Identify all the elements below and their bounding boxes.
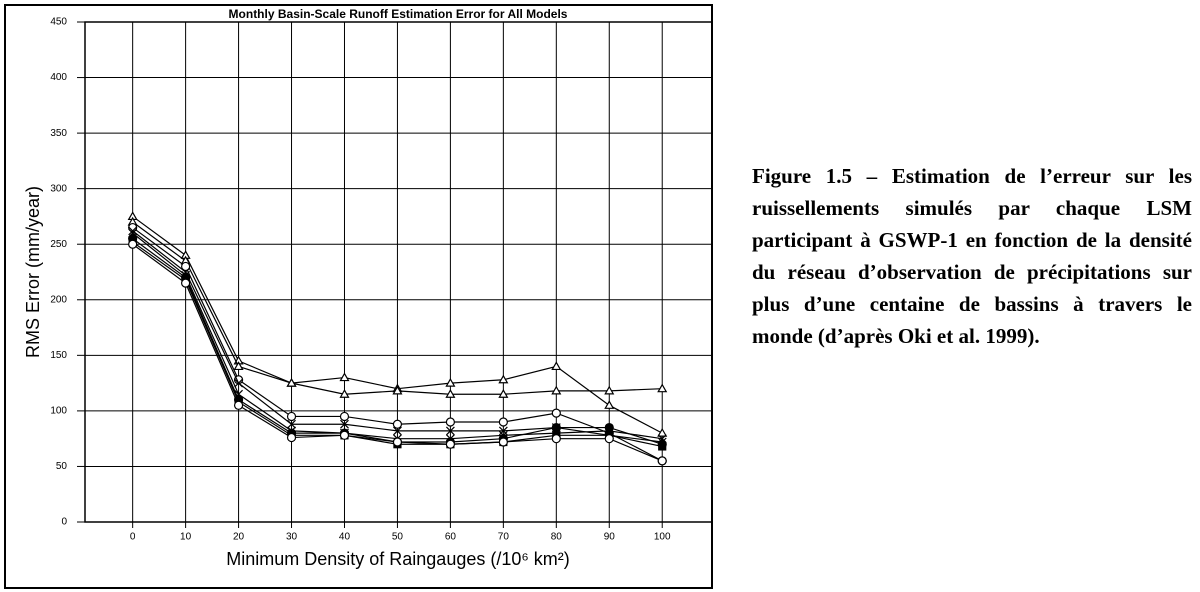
plot-area [84, 21, 713, 523]
marker [498, 389, 509, 398]
marker [604, 426, 614, 436]
y-tick-label: 350 [50, 128, 67, 139]
marker [392, 419, 403, 429]
marker [339, 411, 350, 422]
y-tick-label: 150 [50, 350, 67, 361]
y-tick-label: 100 [50, 406, 67, 417]
y-axis-label: RMS Error (mm/year) [23, 186, 43, 358]
x-tick-label: 60 [445, 532, 457, 543]
chart: Monthly Basin-Scale Runoff Estimation Er… [4, 4, 713, 589]
marker [233, 361, 244, 371]
marker [658, 442, 667, 451]
x-axis-label: Minimum Density of Raingauges (/10⁶ km²) [226, 549, 570, 569]
marker [181, 278, 191, 288]
y-tick-label: 400 [50, 72, 67, 83]
marker [181, 261, 191, 272]
marker [498, 374, 509, 384]
x-tick-label: 80 [551, 532, 563, 543]
marker [498, 426, 508, 436]
marker [286, 432, 297, 443]
marker [551, 361, 562, 371]
y-tick-label: 300 [50, 183, 67, 194]
marker [340, 419, 349, 429]
marker [445, 389, 456, 398]
x-tick-label: 10 [180, 532, 192, 543]
marker [498, 430, 508, 440]
x-tick-label: 50 [392, 532, 404, 543]
marker [551, 385, 562, 395]
x-tick-label: 0 [130, 532, 136, 543]
marker [286, 377, 297, 387]
marker [233, 400, 244, 410]
marker [445, 439, 455, 449]
marker [445, 426, 455, 436]
marker [393, 426, 402, 436]
y-tick-label: 450 [50, 17, 67, 28]
x-tick-label: 30 [286, 532, 298, 543]
marker [234, 389, 243, 399]
y-tick-label: 200 [50, 294, 67, 305]
marker [657, 427, 668, 437]
x-tick-label: 40 [339, 532, 351, 543]
marker [234, 378, 243, 388]
marker [286, 411, 297, 422]
marker [339, 372, 350, 382]
marker [445, 377, 456, 387]
marker [287, 419, 296, 429]
marker [604, 400, 615, 409]
marker [339, 430, 350, 440]
y-tick-label: 50 [56, 461, 68, 472]
marker [551, 434, 561, 444]
frame [4, 4, 713, 589]
marker [392, 385, 403, 395]
marker [657, 383, 668, 393]
marker [551, 408, 561, 418]
marker [128, 226, 138, 236]
marker [128, 239, 138, 249]
marker [604, 385, 615, 395]
x-tick-label: 20 [233, 532, 245, 543]
marker [498, 417, 508, 427]
marker [287, 426, 296, 436]
marker [657, 434, 667, 444]
marker [657, 456, 667, 466]
marker [181, 270, 191, 280]
x-tick-label: 70 [498, 532, 510, 543]
marker [445, 417, 455, 427]
marker [392, 437, 403, 447]
figure-caption: Figure 1.5 – Estimation de l’erreur sur … [752, 164, 1192, 348]
marker [604, 434, 614, 444]
x-tick-label: 90 [604, 532, 616, 543]
y-tick-label: 250 [50, 239, 67, 250]
marker [498, 437, 508, 447]
chart-title: Monthly Basin-Scale Runoff Estimation Er… [229, 7, 568, 21]
marker [128, 228, 138, 238]
marker [339, 389, 350, 398]
y-tick-label: 0 [61, 517, 67, 528]
x-tick-label: 100 [654, 532, 671, 543]
